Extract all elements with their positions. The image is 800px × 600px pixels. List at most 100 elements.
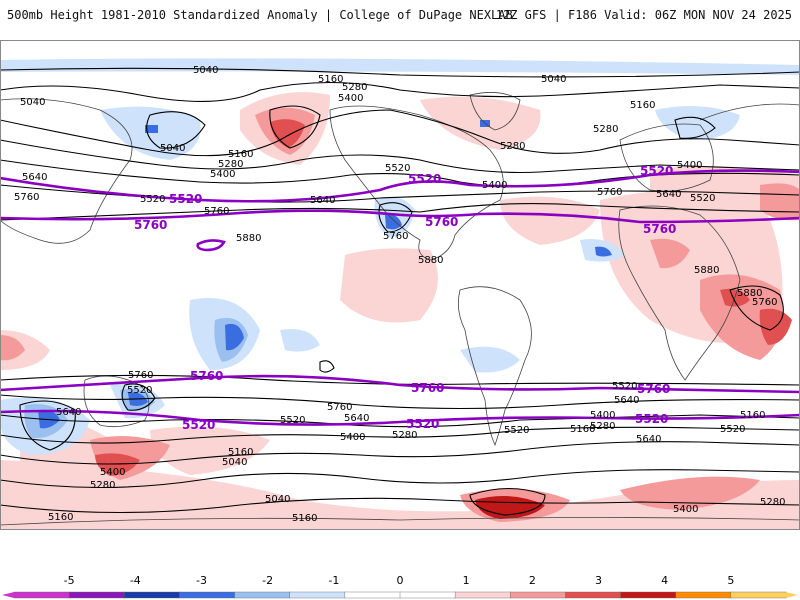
contour-line — [0, 374, 800, 386]
contour-label: 5400 — [340, 432, 365, 443]
highlight-label: 5760 — [643, 222, 676, 236]
contour-label: 5640 — [656, 189, 681, 200]
antarctica-coast — [0, 517, 800, 526]
closed-contour — [19, 400, 76, 451]
contour-label: 5160 — [228, 149, 253, 160]
colorbar-tick-label: 4 — [661, 574, 668, 587]
contour-label: 5040 — [20, 97, 45, 108]
contour-label: 5760 — [128, 370, 153, 381]
anomaly-map: 5040 5160 5040 5280 5400 5040 5160 5280 … — [0, 40, 800, 530]
strong-negative-anomaly — [145, 125, 158, 133]
colorbar-swatch — [124, 591, 181, 599]
contour-label: 5880 — [694, 265, 719, 276]
colorbar-ticks: -5 -4 -3 -2 -1 0 1 2 3 4 5 — [64, 574, 735, 587]
contour-5760-south — [0, 374, 800, 394]
closed-contour — [121, 383, 156, 411]
closed-contour — [674, 116, 716, 139]
contour-label: 5520 — [612, 381, 637, 392]
contour-label: 5280 — [590, 421, 615, 432]
negative-anomaly-area — [460, 346, 520, 373]
contour-label: 5280 — [593, 124, 618, 135]
closed-contour — [269, 105, 321, 149]
colorbar-tick-label: 0 — [397, 574, 404, 587]
contour-label: 5880 — [236, 233, 261, 244]
colorbar-swatch — [179, 591, 236, 599]
contour-label: 5640 — [22, 172, 47, 183]
model-run-info: 12Z GFS | F186 Valid: 06Z MON NOV 24 202… — [495, 8, 792, 22]
colorbar-swatch — [399, 591, 456, 599]
colorbar-tick-label: -5 — [64, 574, 75, 587]
contour-label-group: 5040 5160 5040 5280 5400 5040 5160 5280 … — [14, 65, 785, 524]
contour-label: 5520 — [140, 194, 165, 205]
colorbar-swatch — [454, 591, 511, 599]
colorbar-min-arrow — [2, 592, 14, 598]
contour-label: 5400 — [590, 410, 615, 421]
contour-label: 5400 — [677, 160, 702, 171]
contour-line — [0, 426, 800, 444]
contour-label: 5400 — [482, 180, 507, 191]
contour-line — [0, 67, 800, 78]
colorbar-tick-label: 2 — [529, 574, 536, 587]
contour-label: 5040 — [193, 65, 218, 76]
contour-label: 5280 — [760, 497, 785, 508]
contour-label: 5280 — [90, 480, 115, 491]
contour-label: 5160 — [48, 512, 73, 523]
contour-label: 5280 — [500, 141, 525, 152]
contour-5760-north — [0, 209, 800, 224]
south-america-coast — [457, 286, 532, 447]
contour-label: 5520 — [127, 385, 152, 396]
highlight-label: 5520 — [408, 172, 441, 186]
closed-contour — [319, 360, 335, 373]
contour-label: 5640 — [636, 434, 661, 445]
positive-anomaly-area — [0, 460, 800, 530]
asia-coast — [0, 98, 800, 244]
colorbar-swatch — [68, 591, 125, 599]
contour-5520-north — [0, 169, 800, 203]
positive-anomaly-area — [340, 248, 438, 323]
contour-line — [0, 202, 800, 221]
colorbar-tick-label: 5 — [727, 574, 734, 587]
contour-label: 5280 — [342, 82, 367, 93]
contour-line — [0, 139, 800, 174]
contour-label: 5520 — [504, 425, 529, 436]
highlight-label: 5520 — [640, 164, 673, 178]
contour-label: 5160 — [740, 410, 765, 421]
colorbar: -5 -4 -3 -2 -1 0 1 2 3 4 5 — [2, 574, 798, 599]
strong-positive-anomaly — [0, 335, 25, 361]
negative-anomaly-area — [280, 329, 320, 352]
europe-coast — [619, 123, 714, 192]
contour-label: 5160 — [630, 100, 655, 111]
contour-label: 5760 — [597, 187, 622, 198]
contour-label: 5040 — [160, 143, 185, 154]
contour-label: 5640 — [614, 395, 639, 406]
colorbar-swatch — [289, 591, 346, 599]
contour-label: 5640 — [310, 195, 335, 206]
highlight-contours — [0, 169, 800, 426]
negative-anomaly-area — [655, 106, 740, 140]
highlight-label: 5760 — [425, 215, 458, 229]
greenland-coast — [469, 92, 521, 131]
contour-label: 5520 — [280, 415, 305, 426]
colorbar-tick-label: -4 — [130, 574, 141, 587]
contour-line — [0, 394, 800, 410]
contour-label: 5520 — [720, 424, 745, 435]
negative-anomaly-area — [0, 58, 800, 75]
colorbar-swatches — [2, 591, 798, 599]
highlight-label: 5760 — [134, 218, 167, 232]
contour-label: 5040 — [541, 74, 566, 85]
contour-5520-south — [0, 409, 800, 426]
strong-positive-anomaly — [700, 274, 783, 360]
contour-line — [0, 109, 800, 157]
closed-contour — [729, 285, 784, 331]
highlight-label: 5520 — [406, 417, 439, 431]
strong-negative-anomaly — [595, 246, 612, 257]
contour-label: 5160 — [228, 447, 253, 458]
contour-line — [0, 497, 800, 514]
strong-negative-anomaly — [225, 323, 244, 351]
colorbar-swatch — [620, 591, 677, 599]
contour-label: 5760 — [752, 297, 777, 308]
contour-label: 5760 — [327, 402, 352, 413]
highlight-label: 5520 — [182, 418, 215, 432]
extreme-positive-anomaly — [95, 453, 140, 476]
closed-contour — [378, 202, 413, 233]
